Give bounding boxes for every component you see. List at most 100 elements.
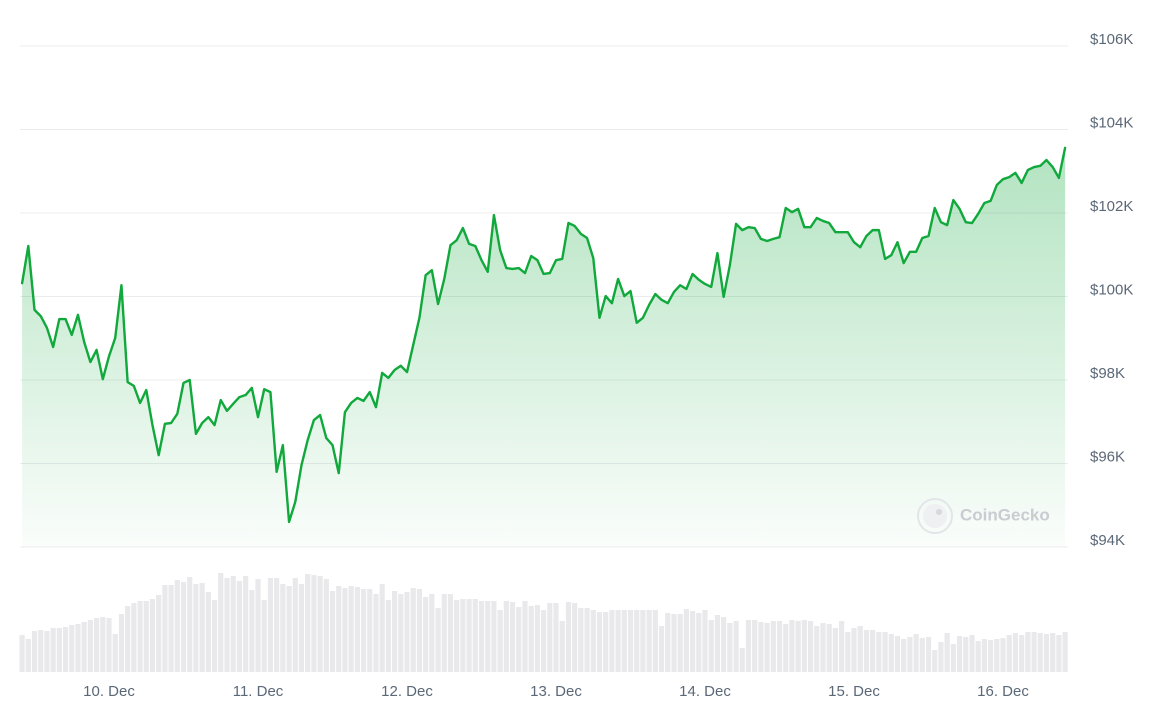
watermark-text: CoinGecko bbox=[960, 505, 1050, 524]
volume-bar bbox=[776, 621, 783, 672]
volume-bar bbox=[975, 641, 981, 672]
volume-bar bbox=[807, 621, 814, 672]
volume-bar bbox=[770, 621, 776, 672]
volume-bar bbox=[398, 594, 404, 672]
volume-bar bbox=[199, 583, 205, 672]
y-tick-label: $98K bbox=[1090, 365, 1125, 382]
volume-bar bbox=[646, 610, 652, 672]
volume-bar bbox=[950, 644, 956, 672]
volume-bar bbox=[870, 630, 876, 672]
volume-bar bbox=[603, 612, 609, 672]
volume-bar bbox=[901, 639, 907, 672]
volume-bar bbox=[1050, 633, 1056, 672]
volume-bar bbox=[963, 637, 969, 672]
volume-bars bbox=[19, 573, 1068, 672]
y-tick-label: $102K bbox=[1090, 198, 1133, 215]
y-tick-label: $94K bbox=[1090, 532, 1125, 549]
volume-bar bbox=[243, 576, 249, 672]
volume-bar bbox=[342, 588, 348, 672]
volume-bar bbox=[329, 591, 336, 672]
volume-bar bbox=[112, 634, 118, 672]
volume-bar bbox=[491, 601, 497, 672]
volume-bar bbox=[541, 610, 547, 672]
volume-bar bbox=[50, 628, 56, 672]
volume-bar bbox=[100, 617, 106, 672]
volume-bar bbox=[739, 648, 745, 672]
volume-bar bbox=[94, 618, 100, 672]
volume-bar bbox=[25, 639, 31, 672]
axes: $94K $96K $98K $100K $102K $104K $106K 10. Dec 1… bbox=[83, 31, 1133, 700]
x-tick-label: 16. Dec bbox=[977, 683, 1029, 700]
volume-bar bbox=[596, 612, 603, 672]
volume-bar bbox=[814, 626, 820, 672]
volume-bar bbox=[888, 634, 894, 672]
volume-bar bbox=[801, 620, 807, 672]
x-tick-label: 15. Dec bbox=[828, 683, 880, 700]
volume-bar bbox=[367, 589, 373, 672]
volume-bar bbox=[255, 579, 261, 672]
volume-bar bbox=[416, 589, 423, 672]
volume-bar bbox=[609, 610, 615, 672]
volume-bar bbox=[156, 595, 162, 672]
watermark: CoinGecko bbox=[917, 498, 1050, 534]
volume-bar bbox=[118, 614, 125, 672]
volume-bar bbox=[106, 618, 112, 672]
volume-bar bbox=[845, 632, 851, 672]
y-tick-label: $100K bbox=[1090, 281, 1133, 298]
volume-bar bbox=[441, 594, 447, 672]
volume-bar bbox=[528, 606, 534, 672]
volume-bar bbox=[286, 586, 292, 672]
volume-bar bbox=[913, 634, 919, 672]
watermark-logo-eye bbox=[936, 509, 942, 515]
volume-bar bbox=[621, 610, 627, 672]
volume-bar bbox=[547, 603, 553, 672]
volume-bar bbox=[690, 611, 696, 672]
volume-bar bbox=[143, 601, 149, 672]
volume-bar bbox=[1000, 638, 1006, 672]
volume-bar bbox=[460, 599, 466, 672]
volume-bar bbox=[857, 626, 863, 672]
volume-bar bbox=[485, 601, 491, 672]
y-tick-label: $104K bbox=[1090, 114, 1133, 131]
volume-bar bbox=[851, 628, 857, 672]
volume-bar bbox=[1043, 634, 1050, 672]
volume-bar bbox=[230, 576, 236, 672]
volume-bar bbox=[447, 594, 454, 672]
volume-bar bbox=[429, 594, 435, 672]
volume-bar bbox=[379, 584, 385, 672]
volume-bar bbox=[733, 621, 739, 672]
volume-bar bbox=[180, 582, 187, 672]
volume-bar bbox=[758, 622, 764, 672]
volume-bar bbox=[932, 650, 938, 672]
volume-bar bbox=[683, 609, 689, 672]
volume-bar bbox=[87, 620, 93, 672]
volume-bar bbox=[795, 621, 801, 672]
volume-bar bbox=[876, 632, 882, 672]
volume-bar bbox=[894, 636, 901, 672]
volume-bar bbox=[516, 607, 522, 672]
volume-bar bbox=[1012, 633, 1019, 672]
volume-bar bbox=[404, 592, 410, 672]
volume-bar bbox=[497, 610, 503, 672]
volume-bar bbox=[578, 608, 584, 672]
volume-bar bbox=[336, 586, 342, 672]
volume-bar bbox=[317, 576, 323, 672]
y-tick-label: $106K bbox=[1090, 31, 1133, 48]
volume-bar bbox=[1062, 632, 1068, 672]
volume-bar bbox=[280, 584, 286, 672]
volume-bar bbox=[627, 610, 634, 672]
volume-bar bbox=[62, 627, 69, 672]
volume-bar bbox=[385, 600, 391, 672]
volume-bar bbox=[224, 578, 230, 672]
volume-bar bbox=[714, 615, 721, 672]
volume-bar bbox=[925, 637, 932, 672]
volume-bar bbox=[1019, 635, 1025, 672]
volume-bar bbox=[702, 610, 708, 672]
volume-bar bbox=[534, 605, 540, 672]
volume-bar bbox=[311, 575, 317, 672]
volume-bar bbox=[125, 606, 131, 672]
volume-bar bbox=[81, 622, 87, 672]
area bbox=[22, 147, 1066, 547]
volume-bar bbox=[783, 624, 789, 672]
volume-bar bbox=[360, 589, 367, 672]
